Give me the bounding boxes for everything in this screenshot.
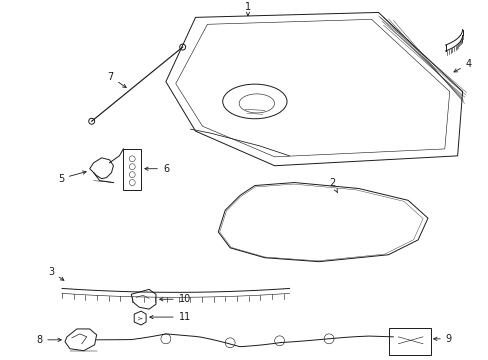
Text: 3: 3 [48, 266, 64, 280]
Text: 9: 9 [433, 334, 451, 344]
Text: 6: 6 [144, 164, 169, 174]
Text: 2: 2 [328, 177, 337, 193]
Text: 11: 11 [149, 312, 191, 322]
Text: 5: 5 [58, 171, 86, 184]
Text: 8: 8 [36, 335, 61, 345]
Text: 1: 1 [244, 3, 250, 15]
Text: 7: 7 [107, 72, 126, 87]
Text: 4: 4 [453, 59, 471, 72]
Text: 10: 10 [160, 294, 191, 304]
